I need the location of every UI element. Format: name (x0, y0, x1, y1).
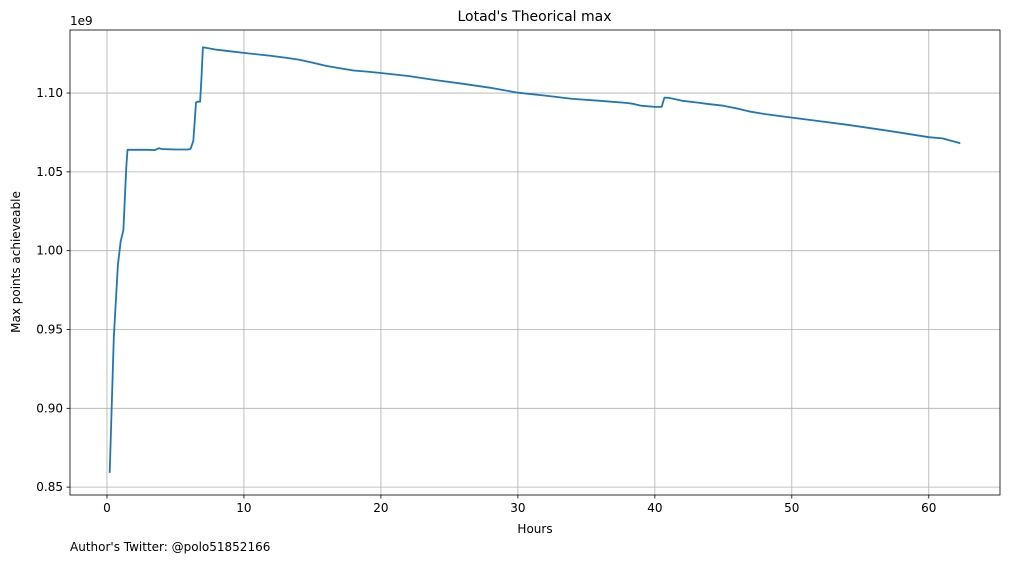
y-tick-label: 1.00 (36, 244, 63, 258)
series-line (108, 46, 961, 473)
x-tick-label: 10 (236, 501, 251, 515)
x-tick-label: 50 (784, 501, 799, 515)
x-axis-title: Hours (517, 522, 552, 536)
y-tick-label: 0.90 (36, 401, 63, 415)
y-tick-label: 1.10 (36, 86, 63, 100)
x-tick-label: 40 (647, 501, 662, 515)
y-tick-label: 0.85 (36, 480, 63, 494)
grid (70, 30, 1000, 495)
y-axis-title: Max points achieveable (9, 191, 23, 333)
axis-ticks: 0 10 20 30 40 50 60 0.85 0.90 0.95 1.00 1.05 1.10 (36, 86, 936, 515)
x-tick-label: 0 (103, 501, 111, 515)
x-tick-label: 60 (921, 501, 936, 515)
plot-area (70, 30, 1000, 495)
plot-frame (69, 29, 1001, 496)
x-tick-label: 30 (510, 501, 525, 515)
author-footer: Author's Twitter: @polo51852166 (70, 540, 270, 554)
x-tick-label: 20 (373, 501, 388, 515)
y-tick-label: 1.05 (36, 165, 63, 179)
y-offset-label: 1e9 (70, 14, 93, 28)
y-tick-label: 0.95 (36, 322, 63, 336)
chart-title: Lotad's Theorical max (457, 9, 611, 25)
